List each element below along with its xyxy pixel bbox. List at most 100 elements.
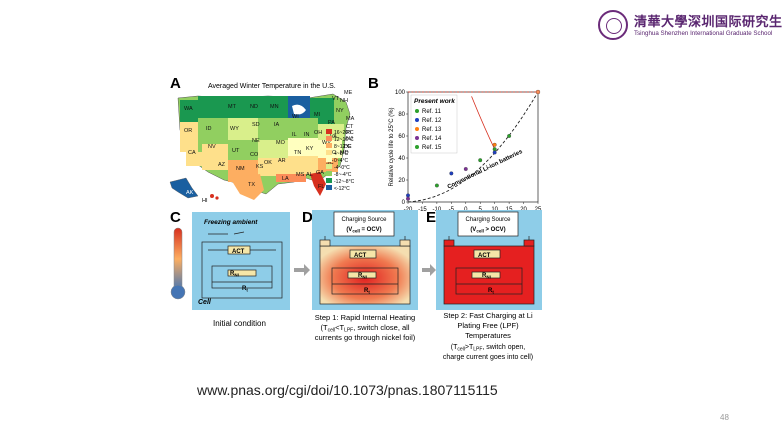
legend-label: -12~-8°C <box>334 179 355 185</box>
legend-swatch <box>326 129 332 134</box>
svg-text:CO: CO <box>250 152 259 158</box>
university-logo: 清華大學深圳国际研究生院 Tsinghua Shenzhen Internati… <box>598 8 783 42</box>
step1-caption-l3: currents go through nickel foil) <box>315 333 416 342</box>
charging-source-d <box>333 211 395 237</box>
figure-svg: A Averaged Winter Temperature in the U.S… <box>169 75 542 361</box>
svg-text:UT: UT <box>232 148 240 154</box>
svg-text:AR: AR <box>278 158 286 164</box>
step2-caption-l4: (Tcell>TLPF, switch open, <box>451 344 526 353</box>
panel-d-letter: D <box>302 209 313 226</box>
svg-text:AZ: AZ <box>218 162 226 168</box>
svg-text:CA: CA <box>188 150 196 156</box>
source-url[interactable]: www.pnas.org/cgi/doi/10.1073/pnas.180711… <box>197 382 498 398</box>
svg-text:ME: ME <box>344 90 353 96</box>
arrow-icon <box>294 264 310 276</box>
svg-text:MD: MD <box>340 150 349 156</box>
step2-caption-l5: charge current goes into cell) <box>443 354 533 361</box>
act-label-e: ACT <box>478 253 491 259</box>
present-work-label: Present work <box>414 98 455 105</box>
cell-label: Cell <box>198 299 212 306</box>
charging-source-label-e: Charging Source <box>465 217 511 223</box>
svg-text:ND: ND <box>250 104 258 110</box>
y-tick-label: 60 <box>398 134 405 140</box>
legend-label: 8~12°C <box>334 144 351 150</box>
vcell-label-d: (Vcell = OCV) <box>346 227 381 234</box>
charging-source-label-d: Charging Source <box>341 217 387 223</box>
y-tick-label: 0 <box>402 200 406 206</box>
svg-text:MT: MT <box>228 104 237 110</box>
svg-text:IL: IL <box>292 132 297 138</box>
legend-marker <box>415 118 419 122</box>
y-tick-label: 100 <box>395 90 406 96</box>
svg-text:LA: LA <box>282 176 289 182</box>
panel-a-letter: A <box>170 75 181 92</box>
figure: A Averaged Winter Temperature in the U.S… <box>168 70 548 370</box>
svg-text:RI: RI <box>346 130 352 136</box>
x-tick-label: -15 <box>418 207 427 213</box>
legend-label: 0~4°C <box>334 158 348 164</box>
panel-e-letter: E <box>426 209 436 226</box>
svg-text:GA: GA <box>316 170 324 176</box>
page-number: 48 <box>720 413 729 422</box>
circuit-e <box>443 236 535 295</box>
svg-text:MS: MS <box>296 172 305 178</box>
act-label-d: ACT <box>354 253 367 259</box>
legend-swatch <box>326 150 332 155</box>
svg-text:MO: MO <box>276 140 286 146</box>
chart-legend-label: Ref. 13 <box>422 127 442 133</box>
data-point <box>507 134 512 138</box>
initial-condition-caption: Initial condition <box>213 319 266 328</box>
act-label-c: ACT <box>232 249 245 255</box>
svg-text:AK: AK <box>186 190 194 196</box>
vcell-label-e: (Vcell > OCV) <box>470 227 505 234</box>
step2-caption-l2: Plating Free (LPF) <box>457 321 519 330</box>
chart-legend-label: Ref. 14 <box>422 136 442 142</box>
svg-text:PA: PA <box>328 120 335 126</box>
legend-marker <box>415 136 419 140</box>
svg-text:IN: IN <box>304 132 310 138</box>
svg-text:FL: FL <box>318 184 324 190</box>
svg-text:ID: ID <box>206 126 212 132</box>
chart-b: -20-15-10-50510152025020406080100Tempera… <box>389 89 542 222</box>
svg-text:VA: VA <box>330 134 337 140</box>
map-legend: 16~20°C12~16°C8~12°C4~8°C0~4°C-4~0°C-8~-… <box>326 129 355 192</box>
svg-text:NE: NE <box>252 138 260 144</box>
data-point <box>406 196 410 201</box>
svg-text:TX: TX <box>248 182 255 188</box>
legend-label: 16~20°C <box>334 130 354 136</box>
chart-legend-label: Ref. 12 <box>422 118 442 124</box>
chart-legend-box <box>410 94 458 154</box>
arrow-icon <box>422 264 436 276</box>
y-tick-label: 20 <box>398 178 405 184</box>
step1-caption-l1: Step 1: Rapid Internal Heating <box>315 313 415 322</box>
step2-caption-l3: Temperatures <box>465 331 511 340</box>
legend-swatch <box>326 143 332 148</box>
svg-text:OR: OR <box>184 128 192 134</box>
svg-text:DE: DE <box>344 144 352 150</box>
step1-caption-l2: (Tcell<TLPF, switch close, all <box>320 323 409 334</box>
legend-swatch <box>326 185 332 190</box>
y-tick-label: 40 <box>398 156 405 162</box>
legend-label: <-12°C <box>334 186 350 192</box>
circuit-d <box>319 236 411 295</box>
panel-c-letter: C <box>170 209 181 226</box>
data-point <box>492 150 497 155</box>
svg-text:IA: IA <box>274 122 280 128</box>
svg-text:WI: WI <box>292 114 299 120</box>
svg-text:OK: OK <box>264 160 272 166</box>
data-point <box>478 158 483 163</box>
logo-english-text: Tsinghua Shenzhen International Graduate… <box>634 30 773 37</box>
legend-label: 4~8°C <box>334 151 348 157</box>
step2-caption-l1: Step 2: Fast Charging at Li <box>443 311 533 320</box>
rt-label-e: Rt <box>488 288 494 295</box>
svg-text:VT: VT <box>332 96 340 102</box>
legend-label: 12~16°C <box>334 137 354 143</box>
rni-label-d: RNi <box>358 273 367 280</box>
legend-label: -8~-4°C <box>334 172 352 178</box>
svg-text:MA: MA <box>346 116 355 122</box>
svg-text:KY: KY <box>306 146 314 152</box>
data-point <box>463 167 468 171</box>
svg-text:MN: MN <box>270 104 279 110</box>
data-point <box>535 89 541 95</box>
logo-chinese-text: 清華大學深圳国际研究生院 <box>634 15 783 30</box>
